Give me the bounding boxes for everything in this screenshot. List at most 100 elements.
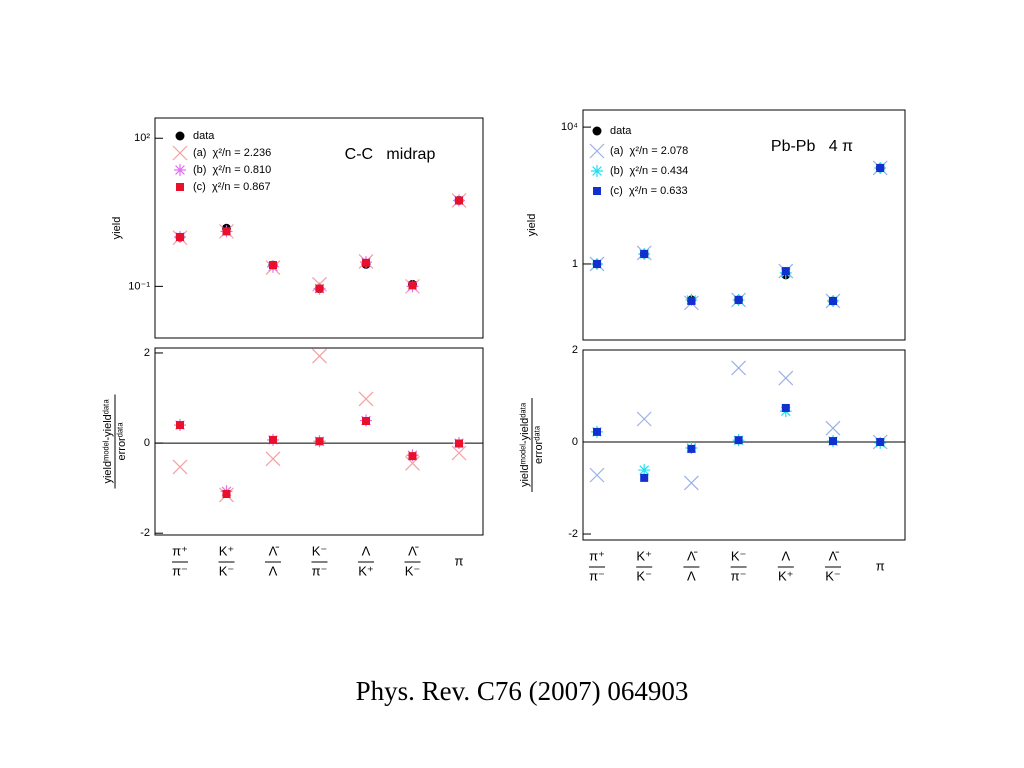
data-point	[593, 427, 601, 436]
y-tick-label: 0	[144, 437, 150, 449]
data-point	[312, 348, 327, 364]
y-tick-label: -2	[140, 527, 150, 539]
category-denominator: π⁻	[172, 563, 188, 578]
data-point	[638, 464, 651, 477]
data-point	[172, 459, 188, 475]
legend-marker	[591, 165, 603, 177]
y-axis-label-numerator: yieldᵐᵒᵈᵉˡ-yieldᵈᵃᵗᵃ	[102, 399, 114, 484]
data-point	[825, 420, 841, 436]
data-point	[362, 416, 370, 425]
category-numerator: K⁻	[731, 548, 747, 563]
category-denominator: K⁻	[405, 563, 421, 578]
category-denominator: K⁻	[825, 568, 841, 583]
data-point	[829, 296, 837, 305]
data-point	[687, 444, 696, 453]
category-denominator: π⁻	[312, 563, 328, 578]
data-point	[362, 258, 370, 267]
legend-label: (a) χ²/n = 2.236	[193, 147, 271, 159]
category-numerator: K⁻	[312, 543, 328, 558]
legend-marker	[172, 145, 188, 161]
data-point	[829, 437, 837, 446]
y-tick-label: -2	[568, 528, 578, 540]
category-denominator: Λ	[269, 563, 278, 578]
category-numerator: π⁺	[589, 548, 605, 563]
legend-marker	[174, 164, 186, 176]
y-tick-label: 2	[572, 344, 578, 356]
data-point	[176, 421, 184, 430]
category-numerator: Λ̄	[269, 543, 280, 558]
data-point	[176, 232, 184, 241]
category-label: π	[876, 558, 885, 573]
y-axis-label: yield	[111, 217, 123, 240]
y-tick-label: 1	[572, 258, 578, 270]
y-axis-label: yield	[526, 214, 538, 237]
y-tick-label: 2	[144, 347, 150, 359]
data-point	[734, 295, 743, 304]
data-point	[405, 455, 420, 471]
y-axis-label-denominator: errorᵈᵃᵗᵃ	[533, 425, 545, 464]
category-label: π	[455, 553, 464, 568]
legend-marker	[176, 183, 184, 191]
category-denominator: Λ	[687, 568, 696, 583]
data-point	[876, 438, 885, 447]
data-point	[222, 489, 231, 498]
legend-label: (b) χ²/n = 0.810	[193, 164, 271, 176]
annotation: C-C midrap	[345, 146, 436, 163]
category-denominator: K⁻	[219, 563, 235, 578]
category-numerator: π⁺	[172, 543, 188, 558]
data-point	[636, 411, 652, 427]
data-point	[315, 437, 324, 446]
data-point	[315, 284, 324, 293]
category-numerator: Λ̄	[408, 543, 419, 558]
category-denominator: π⁻	[589, 568, 605, 583]
data-point	[683, 475, 699, 491]
category-numerator: Λ	[362, 543, 371, 558]
data-point	[451, 445, 467, 461]
data-point	[589, 467, 605, 483]
data-point	[265, 451, 281, 467]
legend-label: data	[610, 125, 632, 137]
y-tick-label: 10⁻¹	[128, 280, 150, 292]
category-numerator: K⁺	[636, 548, 652, 563]
data-point	[408, 281, 417, 290]
category-denominator: π⁻	[731, 568, 747, 583]
data-point	[731, 360, 747, 376]
data-point	[455, 439, 463, 448]
data-point	[781, 403, 790, 412]
legend-label: (a) χ²/n = 2.078	[610, 145, 688, 157]
annotation: Pb-Pb 4 π	[771, 138, 853, 155]
legend-marker	[592, 126, 602, 136]
y-tick-label: 0	[572, 436, 578, 448]
y-axis-label: yieldᵐᵒᵈᵉˡ-yieldᵈᵃᵗᵃ errorᵈᵃᵗᵃ	[102, 394, 128, 489]
legend-label: (c) χ²/n = 0.633	[610, 185, 688, 197]
legend-marker	[175, 131, 185, 141]
caption: Phys. Rev. C76 (2007) 064903	[356, 676, 689, 706]
legend-label: (c) χ²/n = 0.867	[193, 181, 271, 193]
data-point	[734, 436, 743, 445]
legend-marker	[589, 143, 605, 159]
plot-frame	[582, 349, 906, 541]
y-axis-label-numerator: yieldᵐᵒᵈᵉˡ-yieldᵈᵃᵗᵃ	[519, 402, 531, 487]
data-point	[640, 473, 649, 482]
plot-frame	[154, 117, 484, 339]
legend-marker	[593, 187, 601, 195]
data-point	[408, 452, 417, 461]
data-point	[876, 163, 885, 172]
data-point	[593, 259, 601, 268]
y-axis-label: yieldᵐᵒᵈᵉˡ-yieldᵈᵃᵗᵃ errorᵈᵃᵗᵃ	[519, 398, 545, 492]
legend-label: (b) χ²/n = 0.434	[610, 165, 688, 177]
category-denominator: K⁺	[778, 568, 794, 583]
legend-label: data	[193, 130, 215, 142]
plot-frame	[154, 347, 484, 536]
data-point	[269, 261, 277, 270]
data-point	[222, 227, 231, 236]
y-tick-label: 10²	[134, 132, 150, 144]
data-point	[455, 196, 463, 205]
category-numerator: Λ̄	[829, 548, 840, 563]
category-numerator: Λ̄	[687, 548, 698, 563]
data-point	[358, 391, 374, 407]
category-numerator: K⁺	[219, 543, 235, 558]
category-numerator: Λ	[781, 548, 790, 563]
